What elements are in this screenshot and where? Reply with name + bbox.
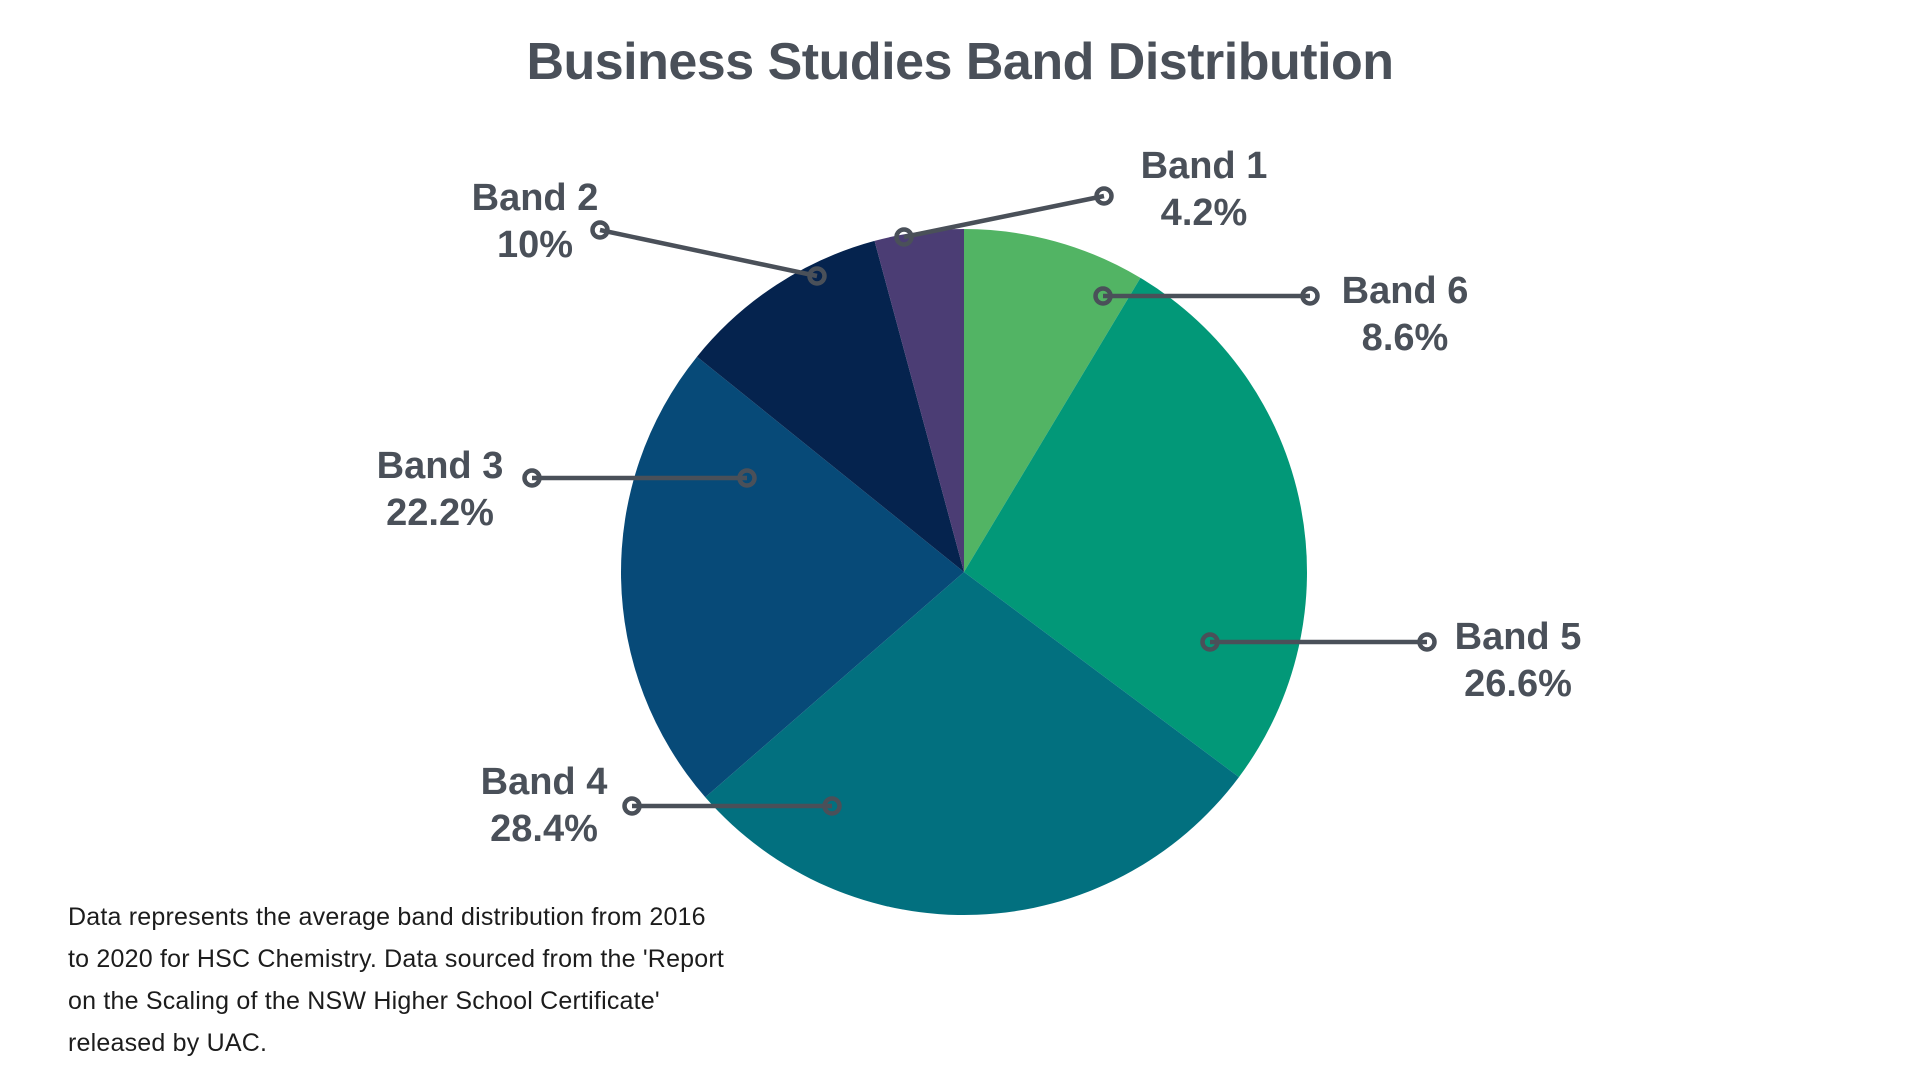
slice-label-percent: 22.2% bbox=[386, 492, 494, 534]
footnote-line: released by UAC. bbox=[68, 1029, 268, 1057]
leader-line-band-1 bbox=[903, 193, 1105, 240]
footnote: Data represents the average band distrib… bbox=[68, 896, 724, 1064]
leader-dot-band-3-pie bbox=[737, 468, 757, 488]
leader-dot-band-6-pie bbox=[1093, 286, 1113, 306]
footnote-line: to 2020 for HSC Chemistry. Data sourced … bbox=[68, 945, 725, 973]
leader-band-5 bbox=[1200, 632, 1437, 652]
leader-band-3 bbox=[522, 468, 757, 488]
pie-slice-band-3 bbox=[620, 356, 964, 798]
leader-dot-band-5-pie bbox=[1200, 632, 1220, 652]
slice-label-band-6: Band 6 8.6% bbox=[1342, 268, 1469, 362]
leader-dot-band-1-pie bbox=[894, 227, 914, 247]
slice-label-band-3: Band 3 22.2% bbox=[377, 443, 504, 537]
slice-label-percent: 28.4% bbox=[490, 808, 598, 850]
leader-band-4 bbox=[622, 796, 842, 816]
slice-label-name: Band 5 bbox=[1454, 616, 1582, 658]
leader-lines bbox=[522, 186, 1437, 816]
slice-label-name: Band 3 bbox=[376, 445, 504, 487]
leader-dot-band-3-label bbox=[522, 468, 542, 488]
leader-dot-band-4-pie bbox=[822, 796, 842, 816]
leader-band-6 bbox=[1093, 286, 1320, 306]
leader-dot-band-4-label bbox=[622, 796, 642, 816]
slice-label-name: Band 1 bbox=[1140, 145, 1268, 187]
pie-slice-band-4 bbox=[705, 572, 1239, 916]
leader-line-band-2 bbox=[599, 227, 818, 279]
leader-dot-band-2-pie bbox=[807, 266, 827, 286]
leader-dot-band-5-label bbox=[1417, 632, 1437, 652]
slice-label-band-5: Band 5 26.6% bbox=[1455, 614, 1582, 708]
pie-slice-band-2 bbox=[696, 240, 964, 572]
leader-dot-band-2-label bbox=[590, 220, 610, 240]
slice-label-percent: 8.6% bbox=[1361, 317, 1449, 359]
pie-slices bbox=[620, 229, 1307, 916]
slice-label-percent: 26.6% bbox=[1464, 663, 1572, 705]
leader-band-1 bbox=[894, 186, 1114, 247]
footnote-line: Data represents the average band distrib… bbox=[68, 903, 706, 931]
pie-slice-band-1 bbox=[874, 229, 964, 572]
slice-label-percent: 4.2% bbox=[1160, 192, 1248, 234]
footnote-line: on the Scaling of the NSW Higher School … bbox=[68, 987, 660, 1015]
pie-slice-band-5 bbox=[964, 277, 1307, 778]
slice-label-band-4: Band 4 28.4% bbox=[481, 759, 608, 853]
slice-label-name: Band 4 bbox=[480, 761, 608, 803]
leader-dot-band-6-label bbox=[1300, 286, 1320, 306]
slice-label-name: Band 6 bbox=[1341, 270, 1469, 312]
page-title: Business Studies Band Distribution bbox=[526, 33, 1394, 91]
slice-label-percent: 10% bbox=[496, 224, 574, 266]
leader-band-2 bbox=[590, 220, 827, 286]
slice-label-band-2: Band 2 10% bbox=[472, 175, 599, 269]
slice-label-name: Band 2 bbox=[471, 177, 599, 219]
slice-label-band-1: Band 1 4.2% bbox=[1141, 143, 1268, 237]
pie-slice-band-6 bbox=[964, 229, 1141, 572]
leader-dot-band-1-label bbox=[1094, 186, 1114, 206]
